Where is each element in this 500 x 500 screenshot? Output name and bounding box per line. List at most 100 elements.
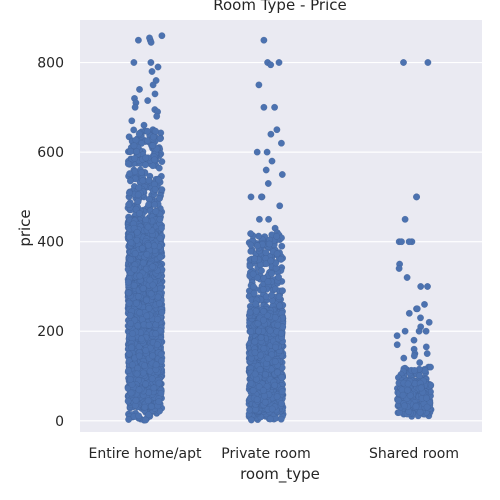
data-point <box>416 359 424 366</box>
data-point <box>268 405 276 413</box>
data-point <box>131 103 139 111</box>
data-point <box>145 201 152 208</box>
x-axis-title: room_type <box>240 465 320 484</box>
data-point <box>411 367 418 374</box>
data-point <box>247 380 255 387</box>
y-tick-label: 0 <box>55 414 64 430</box>
data-point <box>246 308 254 316</box>
data-point <box>250 289 258 297</box>
data-point <box>253 148 261 156</box>
data-point <box>154 315 161 323</box>
data-point <box>276 202 284 210</box>
data-point <box>152 361 160 369</box>
data-point <box>277 415 285 423</box>
data-point <box>278 171 286 178</box>
data-point <box>261 398 269 406</box>
data-point <box>262 166 270 174</box>
data-point <box>124 160 132 168</box>
data-point <box>273 250 281 258</box>
data-point <box>141 362 148 369</box>
data-point <box>143 312 151 320</box>
data-point <box>156 216 164 223</box>
data-point <box>126 376 134 383</box>
data-point <box>146 367 154 375</box>
data-point <box>251 370 259 378</box>
data-point <box>262 249 270 256</box>
data-point <box>127 177 134 185</box>
data-point <box>274 368 281 376</box>
data-point <box>267 130 275 138</box>
data-point <box>271 103 278 111</box>
data-point <box>126 233 133 241</box>
data-point <box>150 242 158 250</box>
y-tick-label: 800 <box>37 56 64 72</box>
data-point <box>398 238 405 246</box>
data-point <box>257 334 265 342</box>
data-point <box>267 61 275 69</box>
data-point <box>251 349 259 356</box>
data-point <box>130 59 138 66</box>
data-point <box>128 361 136 369</box>
data-point <box>128 117 136 125</box>
data-point <box>274 321 282 329</box>
data-point <box>258 193 265 201</box>
data-point <box>264 278 272 286</box>
data-point <box>136 309 144 317</box>
data-point <box>135 412 143 420</box>
data-point <box>413 305 421 313</box>
data-point <box>124 397 132 405</box>
data-point <box>154 293 162 301</box>
data-point <box>144 223 152 231</box>
data-point <box>136 86 143 93</box>
data-point <box>423 403 431 411</box>
data-points <box>124 32 435 424</box>
data-point <box>417 384 425 392</box>
data-point <box>154 63 162 71</box>
data-point <box>155 176 163 184</box>
data-point <box>134 198 142 205</box>
data-point <box>139 285 147 292</box>
data-point <box>136 210 143 217</box>
data-point <box>127 256 135 264</box>
data-point <box>393 332 401 340</box>
data-point <box>145 411 153 419</box>
data-point <box>130 126 138 134</box>
data-point <box>149 352 156 360</box>
data-point <box>268 270 276 277</box>
data-point <box>138 335 145 343</box>
data-point <box>404 380 412 388</box>
data-point <box>147 59 155 66</box>
data-point <box>258 267 265 275</box>
data-point <box>153 341 161 349</box>
data-point <box>151 185 159 193</box>
data-point <box>150 384 158 392</box>
data-point <box>249 270 257 278</box>
data-point <box>250 283 257 291</box>
data-point <box>148 403 155 410</box>
data-point <box>136 272 144 280</box>
data-point <box>273 126 281 134</box>
data-point <box>130 142 138 150</box>
data-point <box>260 103 268 111</box>
data-point <box>130 265 138 273</box>
data-point <box>260 316 267 324</box>
data-point <box>261 392 268 400</box>
data-point <box>259 286 267 293</box>
data-point <box>277 256 285 263</box>
data-point <box>142 416 150 424</box>
data-point <box>417 283 425 290</box>
data-point <box>277 330 285 337</box>
data-point <box>145 304 153 312</box>
data-point <box>267 257 275 265</box>
data-point <box>152 330 160 338</box>
data-point <box>124 278 132 286</box>
data-point <box>132 136 140 144</box>
data-point <box>264 180 272 187</box>
data-point <box>135 386 143 394</box>
data-point <box>149 281 157 289</box>
data-point <box>424 283 431 290</box>
data-point <box>278 242 286 250</box>
data-point <box>260 36 268 44</box>
y-tick-label: 400 <box>37 235 64 251</box>
data-point <box>138 244 146 252</box>
